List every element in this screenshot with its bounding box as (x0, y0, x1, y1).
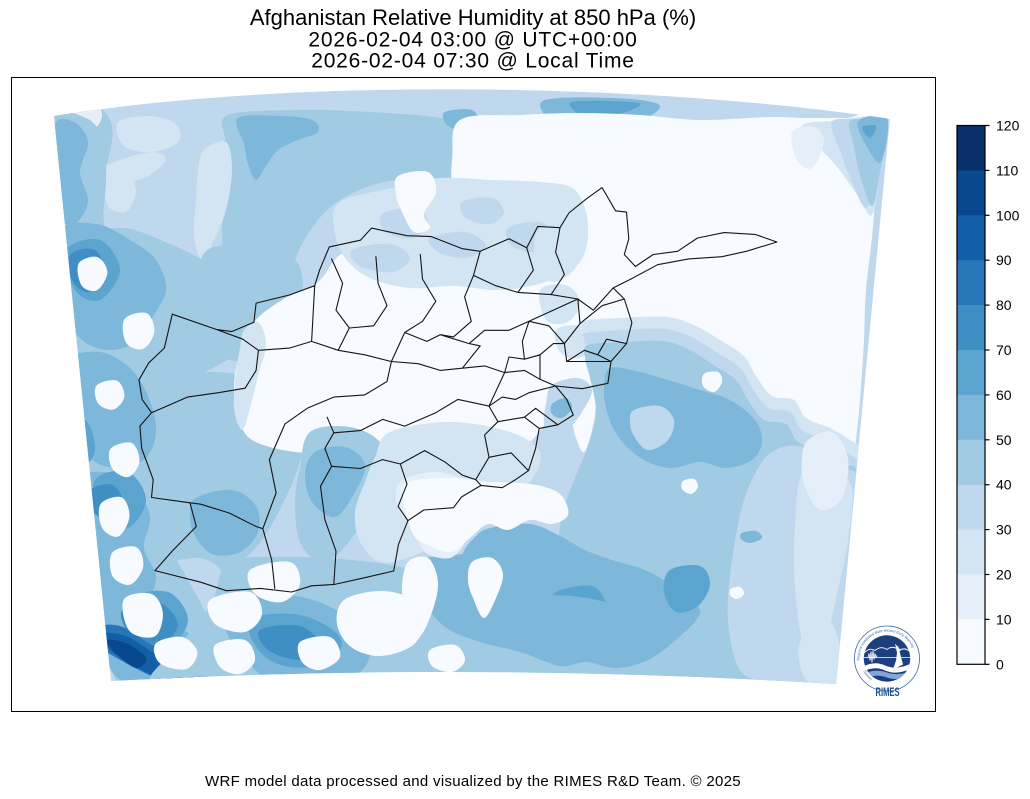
svg-text:2026-02-04 07:30 @ Local Time: 2026-02-04 07:30 @ Local Time (311, 50, 635, 73)
svg-text:40: 40 (996, 477, 1012, 493)
svg-text:WRF model data processed and v: WRF model data processed and visualized … (205, 773, 741, 790)
svg-text:0: 0 (996, 656, 1004, 672)
svg-text:120: 120 (996, 118, 1020, 134)
svg-text:80: 80 (996, 297, 1012, 313)
svg-text:70: 70 (996, 342, 1012, 358)
svg-text:Afghanistan Relative Humidity: Afghanistan Relative Humidity at 850 hPa… (250, 5, 696, 30)
svg-text:60: 60 (996, 387, 1012, 403)
svg-text:2026-02-04 03:00 @ UTC+00:00: 2026-02-04 03:00 @ UTC+00:00 (308, 29, 637, 52)
svg-text:90: 90 (996, 252, 1012, 268)
svg-text:20: 20 (996, 567, 1012, 583)
svg-text:System: System (862, 670, 872, 681)
svg-text:10: 10 (996, 611, 1012, 627)
svg-text:50: 50 (996, 432, 1012, 448)
svg-text:110: 110 (996, 162, 1019, 178)
svg-text:RIMES: RIMES (876, 687, 900, 699)
svg-text:100: 100 (996, 207, 1020, 223)
svg-text:30: 30 (996, 522, 1012, 538)
